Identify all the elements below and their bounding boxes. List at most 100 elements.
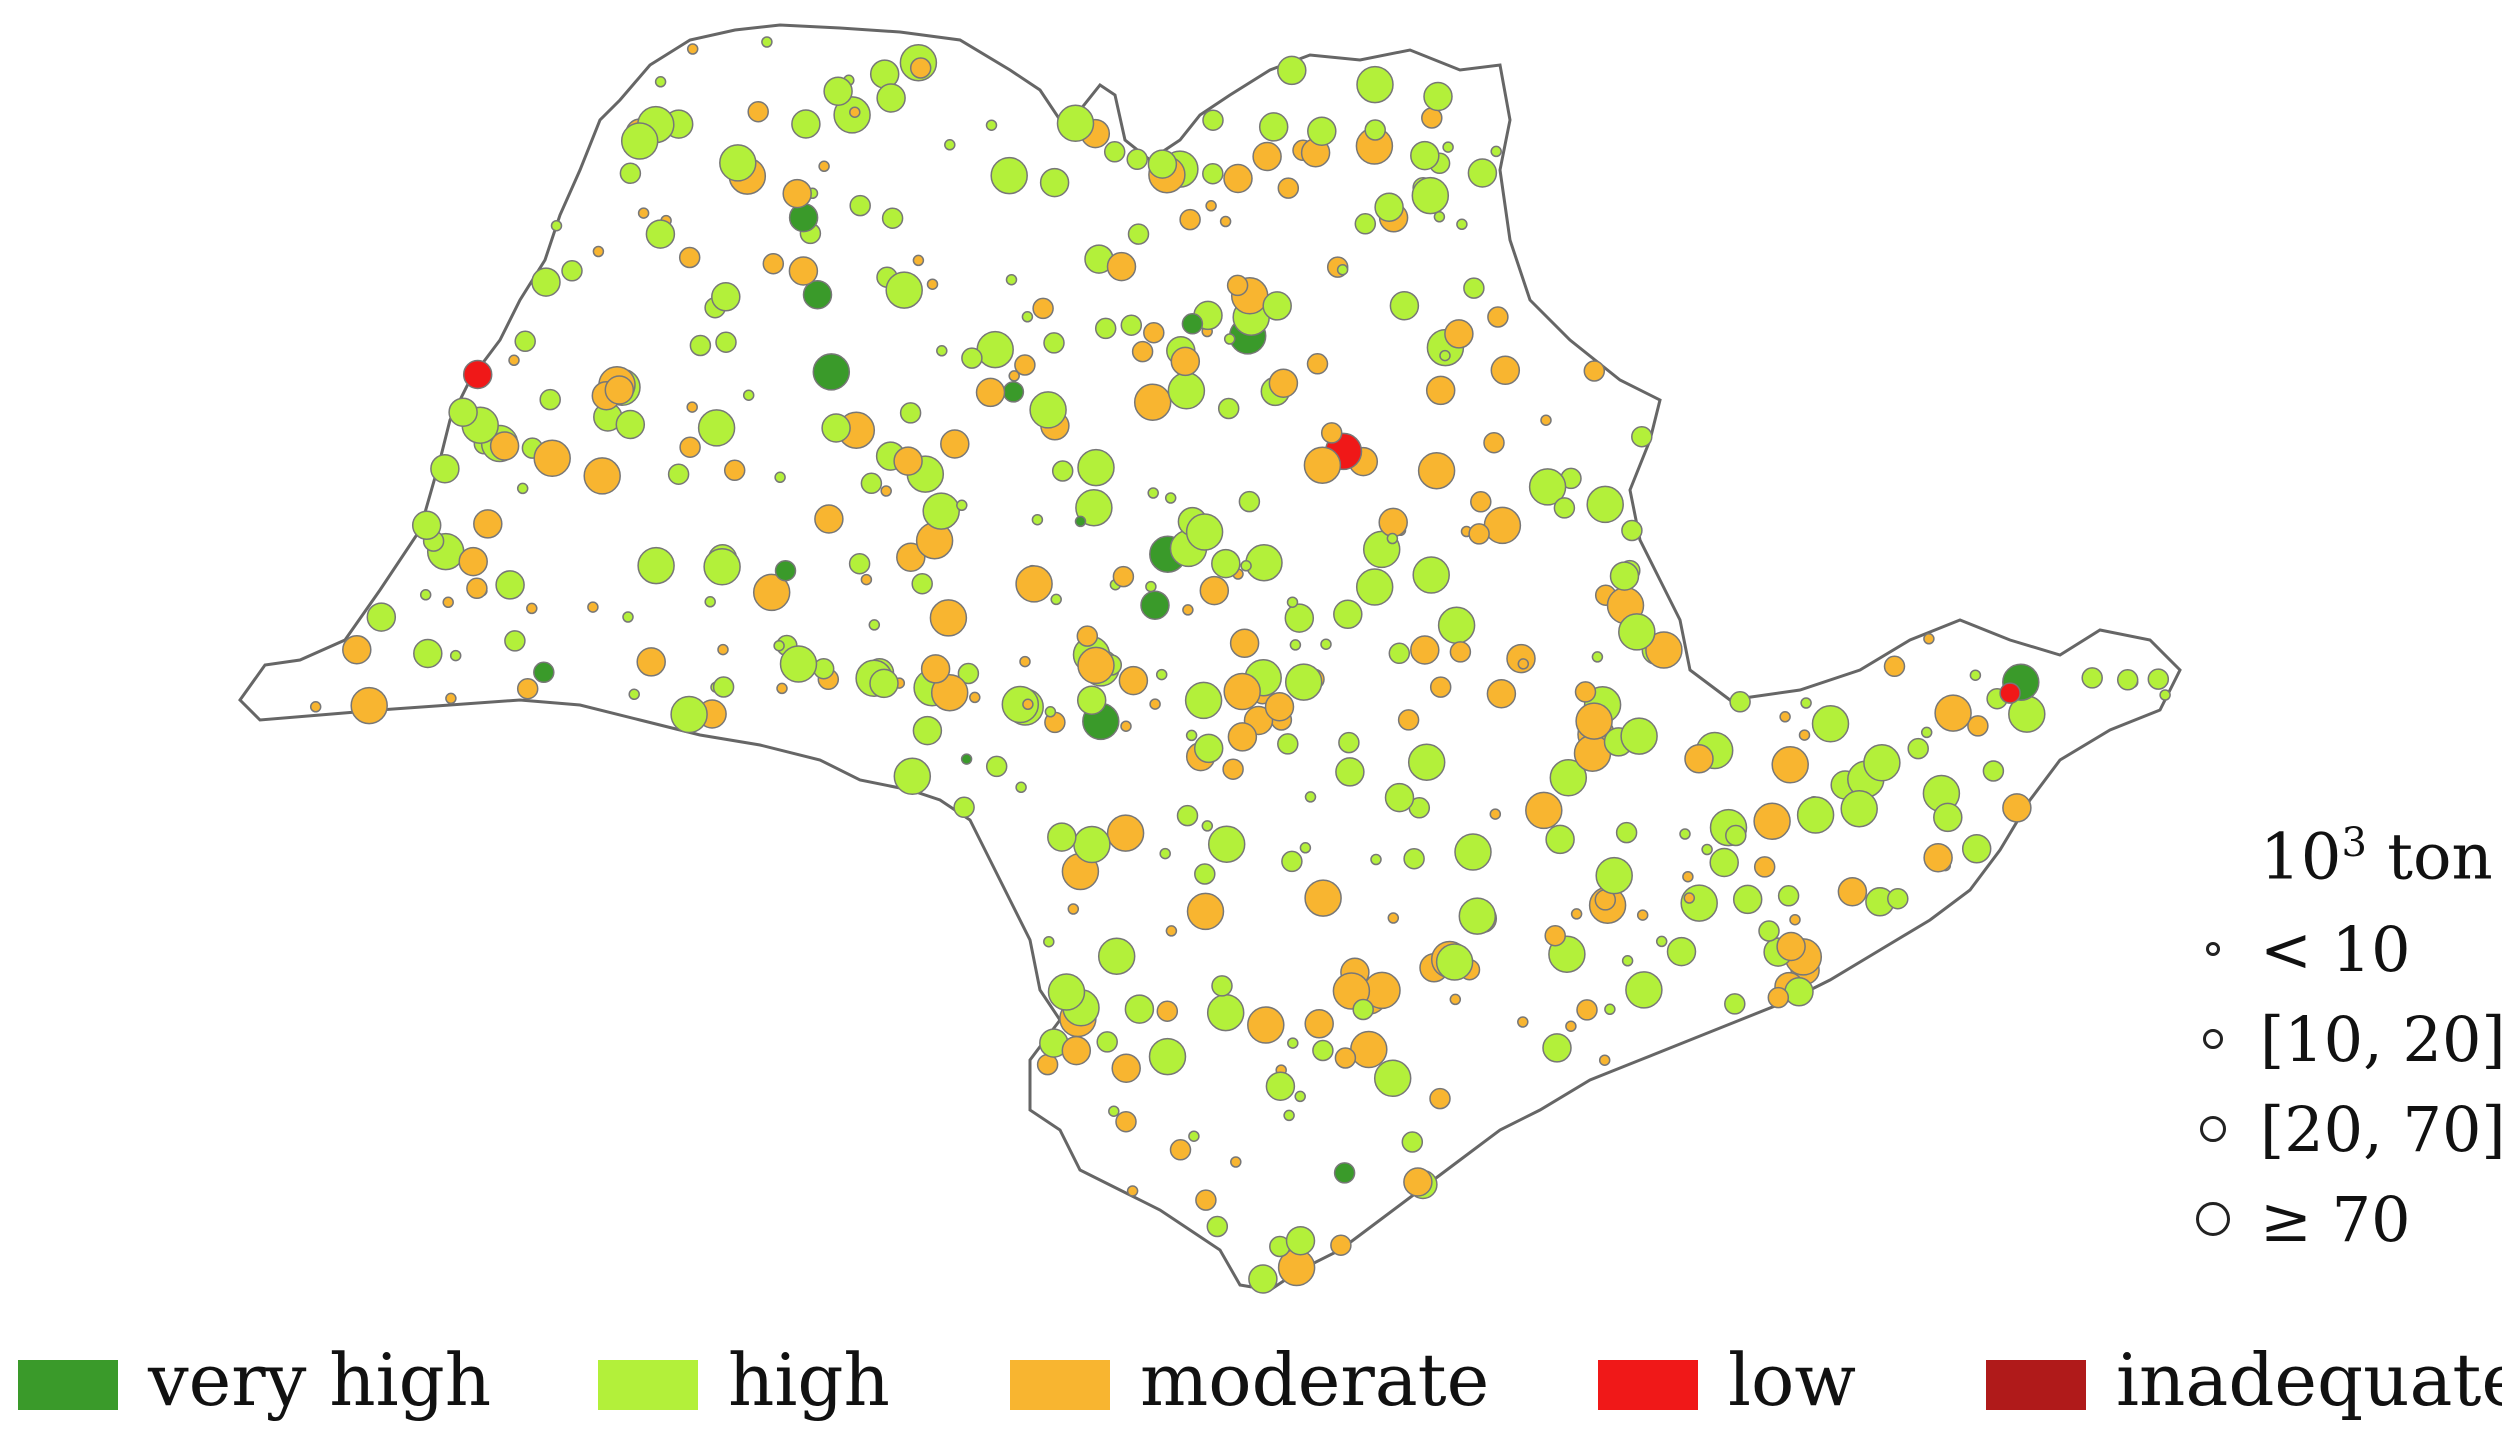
municipality-marker	[990, 156, 1028, 195]
municipality-marker	[956, 499, 968, 512]
municipality-marker	[1483, 506, 1522, 545]
size-symbol-large	[2200, 1116, 2226, 1142]
municipality-marker	[1199, 575, 1230, 606]
municipality-marker	[814, 504, 844, 534]
municipality-marker	[516, 677, 539, 700]
municipality-marker	[1525, 791, 1563, 830]
municipality-marker	[1350, 1030, 1388, 1069]
municipality-marker	[1262, 291, 1292, 321]
municipality-marker	[1277, 55, 1307, 86]
municipality-marker	[1120, 720, 1132, 732]
size-legend-title: 103 ton	[2260, 820, 2493, 895]
municipality-marker	[645, 219, 676, 249]
municipality-marker	[1387, 912, 1400, 924]
municipality-marker	[442, 596, 454, 609]
municipality-marker	[1050, 593, 1062, 606]
municipality-marker	[1185, 729, 1198, 742]
municipality-marker	[1920, 726, 1933, 739]
swatch-very-high	[18, 1360, 118, 1410]
municipality-marker	[1143, 321, 1165, 344]
municipality-marker	[926, 278, 939, 290]
municipality-marker	[1618, 613, 1656, 651]
municipality-marker	[2147, 668, 2170, 690]
municipality-marker	[1227, 722, 1258, 752]
municipality-marker	[1015, 565, 1053, 603]
municipality-marker	[1517, 658, 1530, 670]
municipality-marker	[1604, 1003, 1616, 1016]
municipality-marker	[1021, 311, 1034, 323]
municipality-marker	[620, 122, 659, 160]
municipality-marker	[1725, 824, 1747, 847]
municipality-marker	[445, 692, 457, 705]
municipality-marker	[788, 256, 819, 286]
municipality-marker	[1111, 1053, 1141, 1083]
municipality-marker	[880, 485, 892, 497]
municipality-marker	[1155, 668, 1168, 681]
municipality-marker	[1252, 141, 1282, 172]
municipality-marker	[779, 645, 818, 683]
municipality-marker	[1615, 821, 1638, 844]
municipality-marker	[1389, 290, 1420, 321]
municipality-marker	[1131, 340, 1154, 363]
municipality-marker	[539, 388, 561, 411]
municipality-marker	[802, 279, 833, 310]
municipality-marker	[1454, 833, 1492, 871]
municipality-marker	[637, 546, 675, 585]
municipality-marker	[1014, 354, 1036, 376]
municipality-marker	[1181, 313, 1204, 335]
municipality-marker	[1015, 781, 1027, 794]
municipality-marker	[1240, 560, 1252, 572]
municipality-marker	[1684, 744, 1714, 774]
municipality-marker	[1798, 729, 1811, 741]
municipality-marker	[667, 463, 690, 485]
municipality-marker	[1701, 843, 1713, 856]
municipality-marker	[953, 796, 975, 819]
municipality-marker	[1549, 759, 1588, 797]
municipality-marker	[1185, 513, 1224, 551]
municipality-marker	[1169, 1139, 1192, 1161]
municipality-marker	[615, 409, 646, 440]
municipality-marker	[533, 439, 571, 478]
municipality-marker	[430, 453, 460, 484]
municipality-marker	[622, 611, 634, 623]
municipality-marker	[957, 662, 980, 685]
municipality-marker	[881, 207, 904, 229]
municipality-marker	[1407, 743, 1446, 781]
municipality-marker	[1796, 796, 1835, 834]
municipality-marker	[1680, 884, 1718, 922]
swatch-inadequate	[1986, 1360, 2086, 1410]
municipality-marker	[715, 331, 737, 353]
municipality-marker	[1073, 825, 1111, 864]
municipality-marker	[1620, 717, 1658, 755]
municipality-marker	[1490, 145, 1502, 158]
municipality-marker	[1449, 641, 1472, 663]
municipality-marker	[712, 676, 735, 698]
municipality-marker	[2081, 667, 2103, 689]
municipality-marker	[1374, 192, 1404, 222]
municipality-marker	[1226, 274, 1249, 297]
municipality-marker	[686, 43, 699, 55]
municipality-marker	[1277, 733, 1299, 755]
municipality-marker	[561, 260, 583, 282]
municipality-marker	[930, 673, 969, 712]
municipality-marker	[1767, 986, 1790, 1009]
municipality-marker	[762, 252, 785, 275]
municipality-marker	[1103, 141, 1126, 163]
municipality-marker	[1096, 1031, 1118, 1053]
municipality-marker	[1277, 177, 1300, 199]
municipality-marker	[719, 144, 757, 182]
municipality-marker	[961, 347, 983, 369]
municipality-marker	[1609, 561, 1640, 591]
municipality-marker	[1545, 824, 1575, 855]
municipality-marker	[1077, 646, 1115, 685]
municipality-marker	[1470, 491, 1492, 513]
municipality-marker	[1789, 913, 1801, 926]
municipality-marker	[1621, 955, 1634, 967]
municipality-marker	[717, 643, 729, 656]
municipality-marker	[1999, 682, 2021, 704]
municipality-marker	[1304, 791, 1317, 803]
municipality-marker	[1147, 149, 1178, 179]
municipality-marker	[1133, 383, 1172, 421]
municipality-marker	[1631, 425, 1653, 448]
municipality-marker	[1934, 694, 1972, 732]
